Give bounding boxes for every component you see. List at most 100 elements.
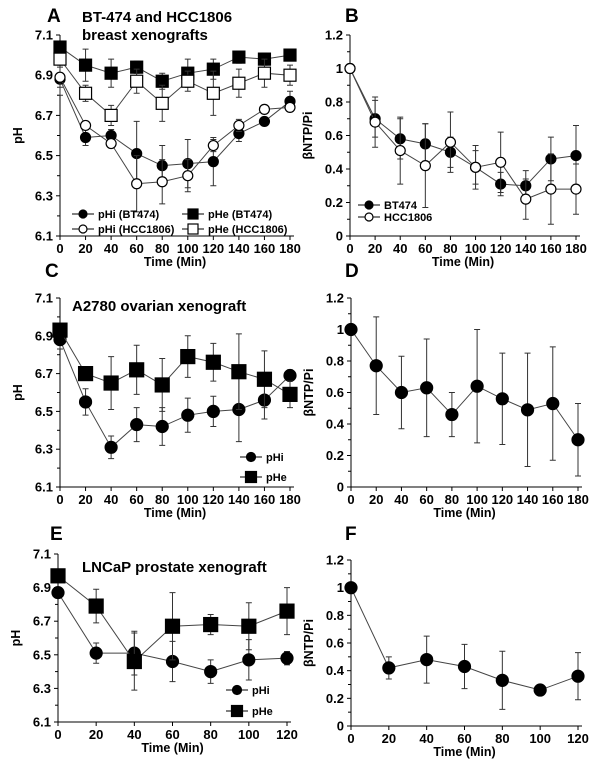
y-tick-label: 6.3 [35, 188, 53, 203]
data-point-circle [369, 359, 383, 373]
legend-label: pHi (HCC1806) [98, 224, 175, 236]
series--ntp-pi [344, 581, 585, 710]
x-tick-label: 120 [202, 241, 224, 256]
data-point-square [53, 52, 67, 66]
data-point-square [231, 364, 247, 380]
data-point-circle [520, 403, 535, 417]
panel-b: B 0 0.2 0.4 0.6 0.8 1 1.2 0 20 40 60 80 100 120 140 160 1… [301, 6, 587, 269]
y-axis-label: βNTP/Pi [301, 112, 315, 160]
x-tick-label: 100 [238, 727, 260, 742]
legend-label: pHi (BT474) [98, 209, 159, 221]
data-point-circle [79, 131, 92, 144]
data-point-square [244, 470, 258, 484]
x-tick-label: 0 [56, 492, 63, 507]
data-point-square [205, 354, 221, 370]
series-phe [50, 568, 295, 691]
x-tick-label: 120 [490, 241, 512, 256]
x-tick-label: 140 [228, 492, 250, 507]
data-point-circle [283, 368, 297, 383]
data-point-square [257, 66, 272, 80]
y-tick-label: 0.6 [325, 128, 343, 143]
x-tick-label: 100 [177, 492, 199, 507]
x-tick-label: 100 [177, 241, 199, 256]
data-point-circle [130, 418, 144, 432]
data-point-circle [520, 193, 532, 205]
series-hcc1806 [344, 62, 582, 225]
x-tick-label: 20 [89, 727, 103, 742]
x-tick-label: 160 [542, 492, 564, 507]
data-point-circle [245, 451, 257, 463]
panel-letter: E [50, 524, 63, 545]
data-point-square [180, 348, 196, 365]
panel-d: D 0 0.2 0.4 0.6 0.8 1 1.2 0 20 40 60 80 100 120 140 160 1… [302, 261, 589, 520]
series-line [349, 68, 576, 200]
data-point-circle [105, 137, 117, 150]
data-point-square [279, 603, 295, 619]
data-point-square [52, 322, 68, 338]
legend-label: pHe [266, 472, 287, 484]
panel-title: LNCaP prostate xenograft [82, 559, 267, 576]
y-axis-label: pH [11, 384, 25, 401]
y-tick-label: 6.1 [33, 715, 51, 730]
y-tick-label: 1 [337, 322, 344, 337]
data-point-circle [51, 586, 65, 600]
legend-label: pHe [252, 706, 273, 718]
data-point-circle [182, 170, 194, 182]
data-point-circle [78, 224, 88, 234]
data-point-circle [533, 683, 547, 697]
data-point-circle [344, 581, 358, 595]
x-tick-label: 40 [104, 241, 118, 256]
panel-title: BT-474 and HCC1806 [82, 9, 232, 26]
data-point-square [164, 618, 181, 634]
data-point-square [88, 598, 104, 614]
panel-f: F 0 0.2 0.4 0.6 0.8 1 1.2 0 20 40 60 80 100 120 Time (M… [302, 524, 589, 759]
x-tick-label: 100 [466, 492, 488, 507]
x-tick-label: 120 [276, 727, 298, 742]
series-phe-hcc1806- [53, 52, 297, 126]
data-point-square [232, 50, 246, 64]
data-point-square [256, 371, 273, 387]
x-tick-label: 0 [54, 727, 61, 742]
y-tick-label: 1.2 [325, 28, 343, 43]
series--ntp-pi [344, 316, 585, 477]
x-axis-label: Time (Min) [144, 506, 206, 520]
data-point-circle [344, 322, 358, 337]
x-tick-label: 80 [155, 492, 169, 507]
x-tick-label: 80 [445, 492, 459, 507]
x-tick-label: 20 [369, 492, 383, 507]
legend: pHi pHe [226, 684, 273, 718]
x-tick-label: 40 [393, 241, 407, 256]
data-point-circle [280, 651, 294, 665]
data-point-square [230, 704, 244, 718]
data-point-square [104, 108, 118, 123]
data-point-square [187, 223, 199, 235]
x-tick-label: 80 [155, 241, 169, 256]
data-point-circle [369, 116, 381, 128]
y-tick-label: 0.8 [325, 95, 343, 110]
data-point-circle [258, 115, 271, 128]
series-phi-hcc1806- [54, 66, 296, 213]
y-tick-label: 6.9 [33, 580, 51, 595]
y-tick-label: 0.8 [326, 608, 344, 623]
data-point-circle [206, 404, 220, 418]
y-tick-label: 6.5 [33, 647, 51, 662]
data-point-square [129, 362, 145, 378]
x-axis-label: Time (Min) [432, 255, 494, 269]
data-point-square [181, 74, 195, 88]
x-tick-label: 40 [127, 727, 141, 742]
x-tick-label: 20 [368, 241, 382, 256]
x-axis-label: Time (Min) [433, 506, 495, 520]
y-tick-label: 6.5 [35, 404, 53, 419]
panel-letter: D [345, 261, 359, 282]
x-tick-label: 180 [279, 492, 301, 507]
y-tick-label: 7.1 [33, 547, 51, 562]
data-point-circle [420, 381, 434, 395]
y-tick-label: 0.6 [326, 636, 344, 651]
x-tick-label: 60 [418, 241, 432, 256]
x-tick-label: 120 [567, 731, 589, 746]
data-point-circle [242, 653, 256, 667]
legend-label: pHi [266, 452, 284, 464]
